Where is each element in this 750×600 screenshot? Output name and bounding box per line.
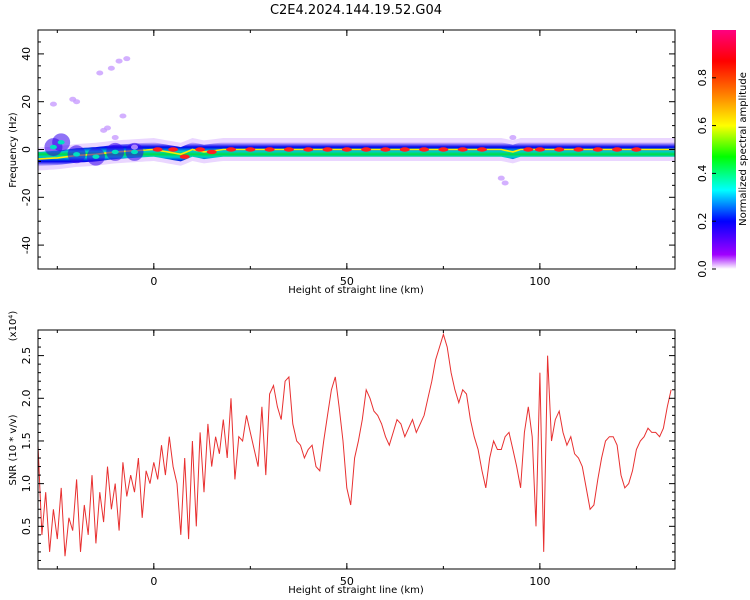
- scatter-feature: [96, 70, 104, 76]
- spectrogram-ticks: 0 50 100 40 20 0 -20 -40: [20, 30, 675, 288]
- snr-xlabel: Height of straight line (km): [288, 585, 424, 596]
- strong-point: [179, 154, 190, 159]
- snr-panel: 0 50 100 0.5 1.0 1.5 2.0 2.5 Height of straight…: [8, 311, 676, 596]
- scatter-feature: [73, 99, 81, 105]
- strong-point: [322, 147, 333, 152]
- snr-series-line: [38, 332, 672, 557]
- snr-ticks: 0 50 100 0.5 1.0 1.5 2.0 2.5: [20, 330, 675, 588]
- spectrogram-panel: 0 50 100 40 20 0 -20 -40 Height of straight lin…: [8, 29, 676, 296]
- strong-point: [73, 152, 81, 157]
- strong-point: [361, 147, 372, 152]
- strong-point: [573, 147, 584, 152]
- colorbar-tick-label: 0.8: [696, 69, 709, 87]
- strong-point: [245, 147, 256, 152]
- snr-ytick-label: 0.5: [20, 518, 33, 536]
- colorbar-label: Normalized spectral amplitude: [738, 72, 749, 226]
- colorbar-tick-label: 0.0: [696, 260, 709, 278]
- strong-point: [264, 147, 275, 152]
- scatter-feature: [115, 58, 123, 64]
- strong-point: [534, 147, 545, 152]
- spectrogram-ytick-label: 40: [20, 47, 33, 61]
- page-title: C2E4.2024.144.19.52.G04: [270, 3, 442, 18]
- spectrogram-ytick-label: 20: [20, 95, 33, 109]
- snr-ytick-label: 2.5: [20, 347, 33, 365]
- strong-point: [49, 144, 57, 150]
- spectrogram-xtick-label: 50: [340, 275, 354, 288]
- snr-ytick-label: 2.0: [20, 390, 33, 408]
- scatter-feature: [131, 144, 139, 150]
- strong-point: [303, 147, 314, 152]
- strong-point: [206, 149, 217, 155]
- strong-point: [341, 147, 352, 152]
- scatter-feature: [501, 180, 509, 186]
- strong-point: [131, 149, 139, 155]
- strong-point: [631, 147, 642, 152]
- snr-xtick-label: 50: [340, 575, 354, 588]
- colorbar-ticks: 0.0 0.2 0.4 0.6 0.8: [696, 69, 716, 278]
- strong-point: [226, 147, 237, 152]
- scatter-feature: [119, 113, 127, 119]
- scatter-feature: [509, 135, 517, 141]
- strong-point: [612, 147, 623, 152]
- strong-point: [419, 147, 430, 152]
- spectrogram-content: [38, 56, 675, 186]
- snr-content: [38, 332, 672, 557]
- strong-point: [152, 147, 163, 152]
- spectrogram-xtick-label: 100: [529, 275, 550, 288]
- spectrogram-ytick-label: -20: [20, 188, 33, 206]
- strong-point: [399, 147, 410, 152]
- spectrogram-ylabel: Frequency (Hz): [8, 112, 19, 188]
- scatter-feature: [103, 125, 111, 131]
- snr-multiplier: (x10⁴): [8, 311, 19, 342]
- snr-ytick-label: 1.0: [20, 475, 33, 493]
- snr-xtick-label: 0: [150, 575, 157, 588]
- snr-ytick-label: 1.5: [20, 432, 33, 450]
- strong-point: [457, 147, 468, 152]
- colorbar-gradient: [712, 30, 736, 269]
- strong-point: [92, 154, 100, 159]
- scatter-feature: [107, 65, 115, 71]
- scatter-feature: [49, 101, 57, 107]
- strong-point: [57, 140, 65, 145]
- strong-point: [283, 147, 294, 152]
- strong-point: [168, 147, 179, 152]
- spectrogram-xlabel: Height of straight line (km): [288, 285, 424, 296]
- scatter-feature: [111, 135, 119, 141]
- strong-point: [380, 147, 391, 152]
- spectrogram-xtick-label: 0: [150, 275, 157, 288]
- colorbar-tick-label: 0.4: [696, 165, 709, 183]
- strong-point: [554, 147, 565, 152]
- colorbar-tick-label: 0.2: [696, 212, 709, 230]
- strong-point: [438, 147, 449, 152]
- scatter-feature: [123, 56, 131, 62]
- spectrogram-ytick-label: -40: [20, 236, 33, 254]
- spectrogram-ytick-label: 0: [20, 146, 33, 153]
- snr-xtick-label: 100: [529, 575, 550, 588]
- strong-point: [476, 147, 487, 152]
- strong-point: [523, 147, 534, 152]
- colorbar-tick-label: 0.6: [696, 117, 709, 135]
- snr-ylabel: SNR (10 * v/v): [8, 414, 19, 485]
- strong-point: [195, 147, 206, 152]
- ridge-core: [38, 148, 675, 160]
- colorbar: 0.0 0.2 0.4 0.6 0.8 Normalized spectral ampl…: [696, 30, 749, 278]
- scatter-feature: [497, 175, 505, 181]
- strong-point: [111, 149, 119, 155]
- strong-point: [592, 147, 603, 152]
